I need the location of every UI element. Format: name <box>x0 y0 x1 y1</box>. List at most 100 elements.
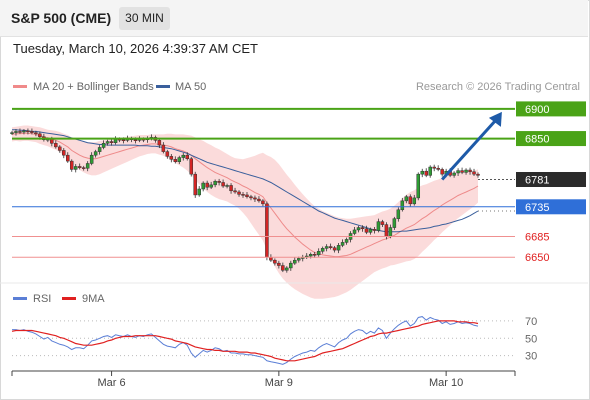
candle-body <box>356 227 361 231</box>
candle <box>396 207 401 222</box>
candle-body <box>368 229 373 233</box>
candle <box>416 172 421 201</box>
candle-body <box>440 169 444 175</box>
candle <box>332 245 337 253</box>
candle <box>157 137 162 149</box>
bollinger-band <box>12 125 478 299</box>
candle-body <box>412 197 417 205</box>
ma50-line <box>12 129 479 233</box>
candle-body <box>265 203 269 258</box>
candle <box>225 183 229 189</box>
candle-body <box>26 130 30 133</box>
resistance-tag-text-6850: 6850 <box>525 134 549 146</box>
candle <box>77 163 82 170</box>
candle-body <box>249 196 253 199</box>
legend-ma50-swatch <box>156 85 170 88</box>
candle <box>85 161 90 172</box>
candle-body <box>161 144 166 152</box>
candle-body <box>380 221 385 225</box>
candle <box>412 194 417 206</box>
candle-body <box>452 172 456 176</box>
candle <box>289 260 293 271</box>
candle-body <box>324 246 329 249</box>
candle <box>173 156 178 164</box>
candle-body <box>320 248 325 252</box>
candle <box>165 149 170 159</box>
candle-body <box>316 251 321 256</box>
candle <box>101 140 106 150</box>
candle <box>201 181 205 192</box>
candle-body <box>241 194 245 196</box>
candle-body <box>436 167 440 170</box>
scenario-arrow-shaft <box>441 116 500 181</box>
candle-body <box>460 170 464 173</box>
candle-body <box>225 185 229 187</box>
candle-body <box>157 140 162 146</box>
support-label-6685: 6685 <box>525 231 549 243</box>
candle-body <box>77 166 82 168</box>
candle <box>432 164 436 172</box>
last-price-tag-text: 6781 <box>525 175 549 187</box>
candle <box>69 159 74 172</box>
rsi-tick-70: 70 <box>525 316 537 328</box>
rsi-line <box>12 316 479 365</box>
legend-ma20-label: MA 20 + Bollinger Bands <box>33 81 154 93</box>
candle <box>30 128 34 135</box>
candle <box>241 191 245 198</box>
candle-body <box>105 141 110 144</box>
candle-body <box>376 221 381 231</box>
candle-body <box>404 196 409 202</box>
candle <box>58 145 62 153</box>
legend-ma20-swatch <box>13 85 27 88</box>
instrument-title: S&P 500 (CME) <box>11 10 112 26</box>
candle-body <box>97 147 102 152</box>
candle <box>245 191 249 199</box>
candle <box>237 190 241 197</box>
candle <box>460 167 464 175</box>
rsi-tick-50: 50 <box>525 333 537 345</box>
candle-body <box>237 191 241 195</box>
candle <box>89 152 94 166</box>
candle <box>352 226 357 236</box>
candle <box>468 167 472 175</box>
candle <box>392 216 397 230</box>
candle <box>221 179 225 188</box>
candle-body <box>468 169 472 173</box>
candle-body <box>428 166 432 176</box>
candle <box>404 194 409 204</box>
candle <box>464 168 468 175</box>
candle <box>277 260 281 269</box>
candle <box>249 194 253 201</box>
candle-body <box>169 156 174 160</box>
credit-text: Research © 2026 Trading Central <box>416 81 580 93</box>
candle <box>452 171 456 178</box>
candle <box>193 171 197 198</box>
candle <box>229 183 233 194</box>
candle-body <box>344 239 349 243</box>
candle <box>380 219 385 227</box>
candle-body <box>201 182 205 190</box>
candle-body <box>165 151 170 157</box>
candle <box>328 243 333 250</box>
legend-ma50-label: MA 50 <box>175 81 206 93</box>
candle <box>253 195 257 203</box>
candle <box>233 187 237 194</box>
candle <box>189 156 193 177</box>
candle <box>293 257 297 265</box>
candle <box>336 242 341 254</box>
candle <box>81 165 86 171</box>
candle-body <box>66 154 70 162</box>
candle <box>372 226 377 234</box>
candle <box>364 225 369 235</box>
rsi-9ma-line <box>11 320 479 362</box>
candle <box>217 178 221 186</box>
candle-body <box>372 229 377 231</box>
pivot-tag <box>516 199 586 215</box>
candle <box>181 152 186 161</box>
timeframe-button[interactable]: 30 MIN <box>119 7 170 30</box>
candle-body <box>273 259 277 264</box>
candle <box>472 168 476 176</box>
candle-body <box>213 181 217 186</box>
candle-body <box>133 139 138 142</box>
